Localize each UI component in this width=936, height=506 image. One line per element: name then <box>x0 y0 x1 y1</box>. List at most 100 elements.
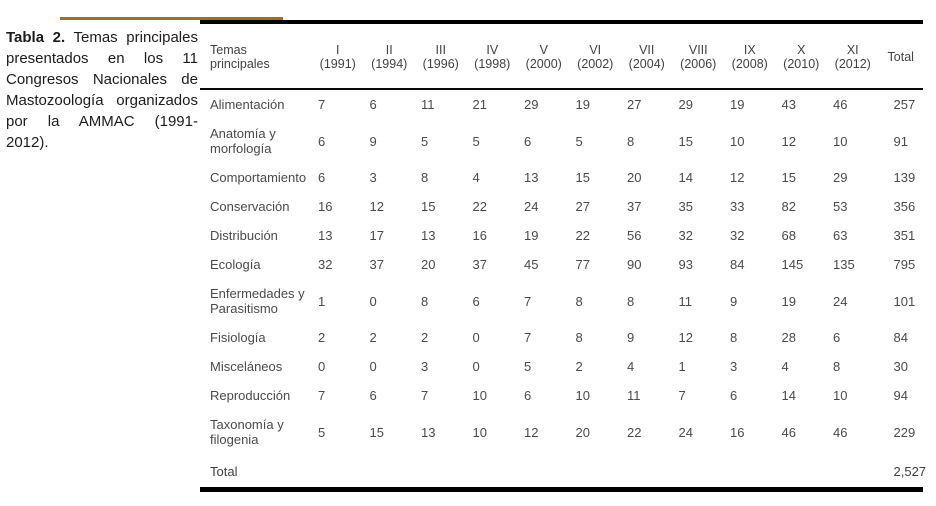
value-cell: 9 <box>730 293 738 309</box>
value-cell: 16 <box>472 228 487 243</box>
value-cell: 10 <box>730 133 745 149</box>
value-cell: 3 <box>369 170 377 185</box>
value-cell: 9 <box>369 133 377 149</box>
value-cell: 7 <box>678 388 686 403</box>
congress-numeral: IX <box>743 43 756 57</box>
congress-year: (2008) <box>731 57 768 71</box>
value-cell: 13 <box>524 170 539 185</box>
congress-column-header: VII (2004) <box>621 22 673 89</box>
value-cell: 16 <box>318 199 333 214</box>
value-cell: 24 <box>524 199 539 214</box>
value-cell: 21 <box>472 97 487 112</box>
table-row: Reproducción 7 6 7 10 6 10 11 7 6 14 10 94 <box>200 381 923 410</box>
value-cell: 6 <box>318 133 326 149</box>
value-cell: 11 <box>627 388 641 403</box>
value-cell: 5 <box>472 133 480 149</box>
value-cell: 8 <box>730 330 738 345</box>
congress-column-header: III (1996) <box>415 22 467 89</box>
table-row: Comportamiento 6 3 8 4 13 15 20 14 12 15 29 139 <box>200 163 923 192</box>
value-cell: 15 <box>781 170 796 185</box>
value-cell: 135 <box>833 257 855 272</box>
value-cell: 6 <box>369 388 377 403</box>
value-cell: 8 <box>627 133 635 149</box>
value-cell: 20 <box>627 170 642 185</box>
value-cell: 145 <box>781 257 804 272</box>
value-cell: 29 <box>678 97 693 112</box>
topic-cell: Alimentación <box>210 97 285 112</box>
caption-line: por la AMMAC (1991- <box>6 113 198 130</box>
caption-line: presentados en los 11 <box>6 50 198 67</box>
value-cell: 5 <box>575 133 583 149</box>
grand-total-cell: 2,527 <box>893 464 927 479</box>
value-cell: 68 <box>781 228 796 243</box>
empty-cells <box>312 454 879 490</box>
total-row: Total 2,527 <box>200 454 927 490</box>
value-cell: 24 <box>833 293 848 309</box>
total-column-header: Total <box>887 50 914 64</box>
table-row: Conservación 16 12 15 22 24 27 37 35 33 82 53 356 <box>200 192 923 221</box>
congress-year: (2002) <box>577 57 614 71</box>
value-cell: 0 <box>472 330 480 345</box>
value-cell: 56 <box>627 228 642 243</box>
value-cell: 16 <box>730 424 745 440</box>
value-cell: 4 <box>781 359 789 374</box>
value-cell: 19 <box>781 293 796 309</box>
value-cell: 29 <box>524 97 539 112</box>
value-cell: 19 <box>730 97 745 112</box>
value-cell: 53 <box>833 199 848 214</box>
value-cell: 45 <box>524 257 539 272</box>
value-cell: 33 <box>730 199 745 214</box>
congress-numeral: V <box>539 43 548 57</box>
accent-rule <box>60 17 283 20</box>
value-cell: 13 <box>318 228 333 243</box>
value-cell: 2 <box>318 330 326 345</box>
value-cell: 2 <box>369 330 377 345</box>
value-cell: 1 <box>678 359 686 374</box>
row-total-cell: 139 <box>893 170 916 185</box>
table-row: Fisiología 2 2 2 0 7 8 9 12 8 28 6 84 <box>200 323 923 352</box>
value-cell: 13 <box>421 228 436 243</box>
value-cell: 12 <box>781 133 796 149</box>
value-cell: 10 <box>575 388 590 403</box>
value-cell: 1 <box>318 293 326 309</box>
value-cell: 14 <box>678 170 693 185</box>
value-cell: 0 <box>369 293 377 309</box>
congress-column-header: XI (2012) <box>827 22 879 89</box>
congress-column-header: IV (1998) <box>467 22 519 89</box>
row-total-cell: 229 <box>893 424 916 440</box>
value-cell: 77 <box>575 257 590 272</box>
value-cell: 8 <box>575 330 583 345</box>
value-cell: 3 <box>421 359 429 374</box>
congress-year: (2000) <box>525 57 562 71</box>
value-cell: 28 <box>781 330 796 345</box>
congress-numeral: III <box>435 43 446 57</box>
congress-year: (1998) <box>474 57 511 71</box>
value-cell: 22 <box>575 228 590 243</box>
value-cell: 12 <box>678 330 693 345</box>
value-cell: 35 <box>678 199 693 214</box>
total-label-cell: Total <box>210 464 238 479</box>
value-cell: 8 <box>421 293 429 309</box>
value-cell: 10 <box>833 388 848 403</box>
topic-cell: Distribución <box>210 228 278 243</box>
value-cell: 63 <box>833 228 848 243</box>
value-cell: 3 <box>730 359 738 374</box>
congress-column-header: X (2010) <box>776 22 828 89</box>
congress-year: (1996) <box>422 57 459 71</box>
row-total-cell: 101 <box>893 293 916 309</box>
value-cell: 15 <box>575 170 590 185</box>
value-cell: 12 <box>369 199 384 214</box>
value-cell: 37 <box>472 257 487 272</box>
value-cell: 29 <box>833 170 848 185</box>
value-cell: 22 <box>472 199 487 214</box>
value-cell: 93 <box>678 257 693 272</box>
topic-cell: Ecología <box>210 257 261 272</box>
value-cell: 11 <box>421 97 435 112</box>
congress-numeral: VI <box>589 43 602 57</box>
topic-cell: Taxonomía y filogenia <box>210 417 284 447</box>
caption-line: 2012). <box>6 134 49 151</box>
topic-cell: Conservación <box>210 199 290 214</box>
congress-column-header: II (1994) <box>364 22 416 89</box>
value-cell: 14 <box>781 388 796 403</box>
